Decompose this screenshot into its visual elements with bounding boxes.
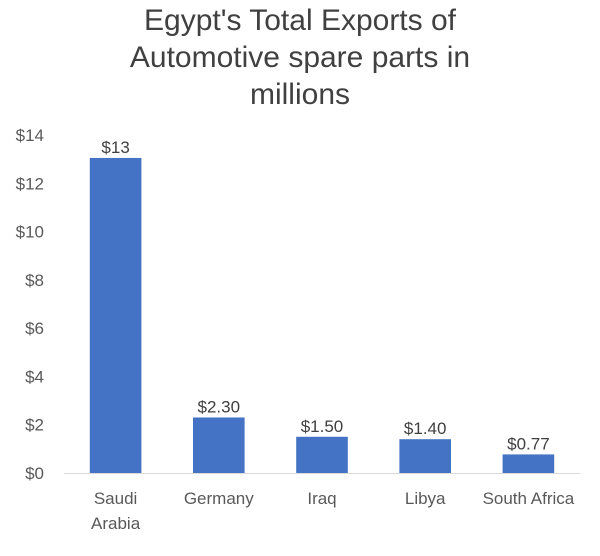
category-label: Arabia [91,514,141,533]
data-label: $1.50 [301,417,344,436]
category-label: South Africa [483,489,575,508]
y-tick-label: $12 [16,174,44,193]
data-labels-group: $13 $2.30 $1.50 $1.40 $0.77 [101,138,549,453]
y-tick-label: $14 [16,126,44,145]
chart-title-line-3: millions [250,78,350,111]
y-tick-label: $10 [16,223,44,242]
category-label: Saudi [94,489,137,508]
y-tick-label: $4 [25,367,44,386]
bar [502,454,555,473]
bar [399,439,451,473]
category-label: Iraq [307,489,336,508]
data-label: $0.77 [507,434,550,453]
data-label: $13 [101,138,129,157]
bar [193,417,245,473]
bar [89,157,142,473]
y-tick-label: $6 [25,319,44,338]
bar [296,436,348,473]
bars-group [89,157,555,473]
chart-title-line-1: Egypt's Total Exports of [144,4,457,37]
y-tick-label: $8 [25,271,44,290]
y-tick-label: $0 [25,464,44,483]
category-label: Libya [405,489,446,508]
category-labels-group: Saudi Arabia Germany Iraq Libya South Africa [91,489,575,533]
y-tick-label: $2 [25,416,44,435]
y-axis-ticks: $0 $2 $4 $6 $8 $10 $12 $14 [16,126,44,483]
category-label: Germany [184,489,254,508]
data-label: $1.40 [404,419,447,438]
chart-title-line-2: Automotive spare parts in [130,41,470,74]
data-label: $2.30 [198,397,241,416]
